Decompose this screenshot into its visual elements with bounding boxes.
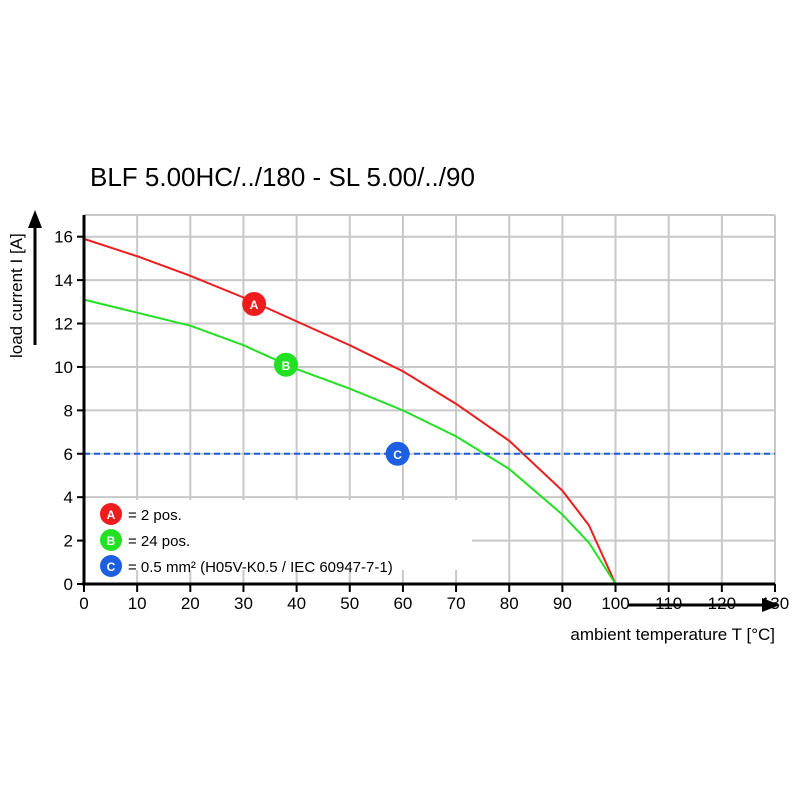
axes: 0102030405060708090100110120130024681012… [28,210,789,613]
legend-entry-C: = 0.5 mm² (H05V-K0.5 / IEC 60947-7-1) [128,559,393,576]
series-line-B [83,298,617,585]
legend-entry-A: = 2 pos. [128,507,182,524]
y-axis-label: load current I [A] [7,233,26,358]
marker-C [385,441,410,466]
marker-label-B: B [282,359,291,373]
legend-entry-B: = 24 pos. [128,533,190,550]
x-tick-label: 50 [340,594,359,613]
x-tick-label: 40 [287,594,306,613]
legend-marker-B [100,529,122,551]
y-tick-label: 0 [64,575,73,594]
y-tick-label: 6 [64,445,73,464]
y-tick-label: 14 [54,271,73,290]
x-tick-label: 0 [79,594,88,613]
x-tick-label: 80 [500,594,519,613]
chart-title: BLF 5.00HC/../180 - SL 5.00/../90 [90,162,475,192]
legend-marker-C [100,555,122,577]
markers: A B C [242,291,410,466]
marker-A [242,291,267,316]
x-tick-label: 10 [128,594,147,613]
legend-marker-A [100,503,122,525]
y-tick-label: 16 [54,228,73,247]
legend-box [86,500,472,570]
legend: A = 2 pos. B = 24 pos. C = 0.5 mm² (H05V-K0.5… [100,503,393,577]
x-tick-label: 60 [393,594,412,613]
series-group [83,237,775,585]
marker-label-C: C [393,448,402,462]
x-axis-label: ambient temperature T [°C] [570,625,775,644]
y-tick-label: 2 [64,532,73,551]
legend-background [86,500,472,570]
x-tick-label: 20 [181,594,200,613]
x-tick-label: 90 [553,594,572,613]
marker-label-A: A [250,298,259,312]
x-tick-label: 30 [234,594,253,613]
series-line-A [83,237,617,585]
y-tick-label: 4 [64,488,73,507]
marker-B [273,352,298,377]
legend-marker-label-C: C [107,560,116,574]
x-tick-label: 70 [447,594,466,613]
legend-marker-label-B: B [107,534,116,548]
y-tick-label: 12 [54,315,73,334]
y-tick-label: 8 [64,401,73,420]
y-tick-label: 10 [54,358,73,377]
x-axis-arrow-icon [762,598,780,612]
y-axis-arrow-icon [28,210,42,228]
x-tick-label: 100 [601,594,629,613]
legend-marker-label-A: A [107,508,116,522]
